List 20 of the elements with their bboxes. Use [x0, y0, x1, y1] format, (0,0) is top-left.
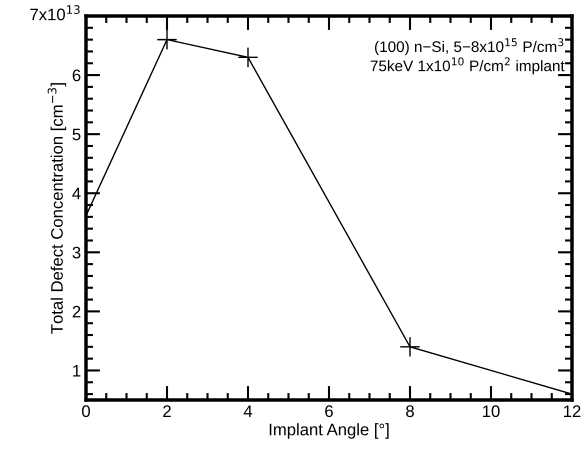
x-axis-title: Implant Angle [°]	[270, 423, 389, 439]
y-tick-label: 4	[72, 188, 81, 200]
x-tick-label: 6	[325, 405, 333, 418]
x-tick-label: 0	[82, 405, 90, 418]
text: 7x10$^{13}$	[30, 5, 80, 20]
y-tick-label: 2	[72, 306, 80, 318]
point	[400, 336, 420, 358]
x-tick-label: 12	[564, 405, 580, 417]
x-tick-label: 10	[483, 405, 500, 418]
x-tick-label: 4	[244, 405, 252, 417]
y-tick-label: 1	[73, 365, 80, 376]
annotation: 75keV 1x10$^{10}$ P/cm$^{2}$ implant	[370, 57, 565, 74]
x-tick-label: 2	[163, 405, 171, 417]
annotation: (100) n−Si, 5−8x10$^{15}$ P/cm$^{3}$	[374, 38, 564, 56]
y-tick-label: 3	[72, 246, 80, 259]
point	[238, 46, 258, 68]
x-tick-label: 8	[406, 405, 414, 418]
y-tick-label: 6	[72, 69, 80, 82]
y-tick-label: 5	[72, 128, 80, 140]
y-axis-title: Total Defect Concentration [cm$^{−3}$]	[48, 83, 66, 334]
